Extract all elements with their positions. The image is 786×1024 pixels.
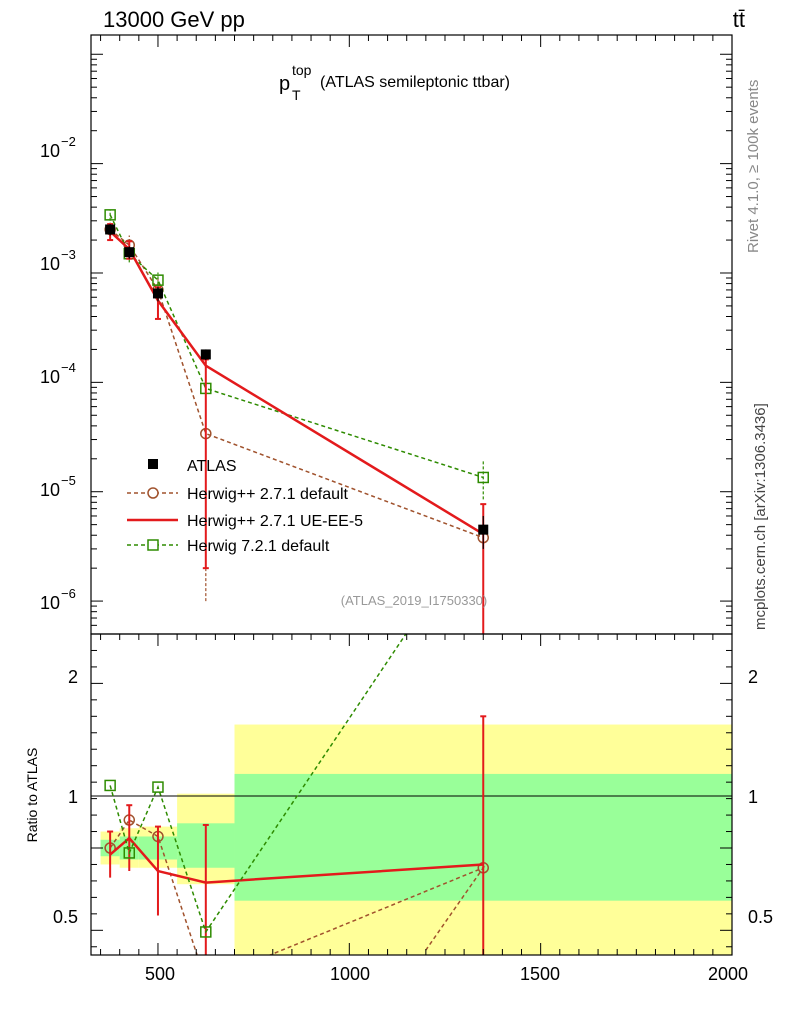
ratio-y-label-right-0.5: 0.5 xyxy=(748,907,773,927)
side-label-top: Rivet 4.1.0, ≥ 100k events xyxy=(745,80,762,253)
panel-frames xyxy=(90,34,733,956)
legend-label-atlas: ATLAS xyxy=(187,458,237,475)
y-tick-exp-1e-2: −2 xyxy=(61,134,76,149)
header-right-label: tt̄ xyxy=(733,7,745,32)
main-point-atlas-4 xyxy=(478,524,489,535)
ratio-point-herwig-7-2-1-default-1 xyxy=(123,847,136,859)
main-point-herwig-7-2-1-default-0 xyxy=(104,209,116,221)
side-label-bottom: mcplots.cern.ch [arXiv:1306.3436] xyxy=(752,403,769,630)
ratio-uncertainty-bands xyxy=(100,724,732,955)
main-point-atlas-2 xyxy=(152,288,163,299)
x-tick-labels: 500 1000 1500 2000 xyxy=(145,964,748,984)
ratio-point-herwig-7-2-1-default-3 xyxy=(200,926,212,938)
legend-label-ue: Herwig++ 2.7.1 UE-EE-5 xyxy=(187,513,363,530)
ratio-y-axis-label: Ratio to ATLAS xyxy=(24,748,40,843)
x-tick-label-1500: 1500 xyxy=(520,964,560,984)
ratio-point-herwig-7-2-1-default-2 xyxy=(152,781,164,793)
legend-marker-h271 xyxy=(147,487,159,499)
legend-label-h271: Herwig++ 2.7.1 default xyxy=(187,486,349,503)
title-rest: (ATLAS semileptonic ttbar) xyxy=(320,74,510,91)
title-main: p xyxy=(279,73,290,95)
y-tick-label-1e-5: 10 xyxy=(40,480,60,500)
x-tick-label-500: 500 xyxy=(145,964,175,984)
ratio-y-label-right-2: 2 xyxy=(748,667,758,687)
main-point-atlas-1 xyxy=(124,247,135,258)
y-tick-exp-1e-4: −4 xyxy=(61,360,76,375)
ratio-point-herwig-7-2-1-default-0 xyxy=(104,779,116,792)
main-point-herwig-7-2-1-default-2 xyxy=(152,274,164,286)
y-tick-label-1e-3: 10 xyxy=(40,254,60,274)
ratio-y-label-right-1: 1 xyxy=(748,787,758,807)
header-left-label: 13000 GeV pp xyxy=(103,7,245,32)
ratio-frame xyxy=(90,633,733,956)
analysis-watermark: (ATLAS_2019_I1750330) xyxy=(341,593,487,608)
title-subscript: T xyxy=(292,87,301,103)
main-y-tick-labels: 10 −2 10 −3 10 −4 10 −5 10 −6 xyxy=(40,134,76,613)
x-tick-label-2000: 2000 xyxy=(708,964,748,984)
main-point-herwig-7-2-1-default-4 xyxy=(477,471,490,484)
main-point-atlas-3 xyxy=(200,349,211,360)
main-panel-series xyxy=(104,209,490,634)
ratio-y-label-left-0.5: 0.5 xyxy=(53,907,78,927)
legend-marker-atlas xyxy=(148,459,158,469)
legend-label-h721: Herwig 7.2.1 default xyxy=(187,538,330,555)
main-point-atlas-0 xyxy=(105,224,116,235)
y-tick-label-1e-6: 10 xyxy=(40,593,60,613)
legend-marker-h721 xyxy=(147,539,159,551)
axis-ticks xyxy=(91,35,733,955)
ratio-y-label-left-2: 2 xyxy=(68,667,78,687)
ratio-y-tick-labels: 0.5 1 2 0.5 1 2 xyxy=(53,667,773,927)
ratio-y-label-left-1: 1 xyxy=(68,787,78,807)
legend: ATLAS Herwig++ 2.7.1 default Herwig++ 2.… xyxy=(127,458,363,555)
ratio-panel-series xyxy=(104,634,490,955)
y-tick-label-1e-4: 10 xyxy=(40,367,60,387)
x-tick-label-1000: 1000 xyxy=(330,964,370,984)
y-tick-exp-1e-3: −3 xyxy=(61,247,76,262)
y-tick-exp-1e-5: −5 xyxy=(61,473,76,488)
title-superscript: top xyxy=(292,62,312,78)
main-line-herwig-7-2-1-default xyxy=(109,214,484,479)
ratio-line-herwig-7-2-1-default xyxy=(109,634,407,934)
y-tick-exp-1e-6: −6 xyxy=(61,586,76,601)
y-tick-label-1e-2: 10 xyxy=(40,141,60,161)
